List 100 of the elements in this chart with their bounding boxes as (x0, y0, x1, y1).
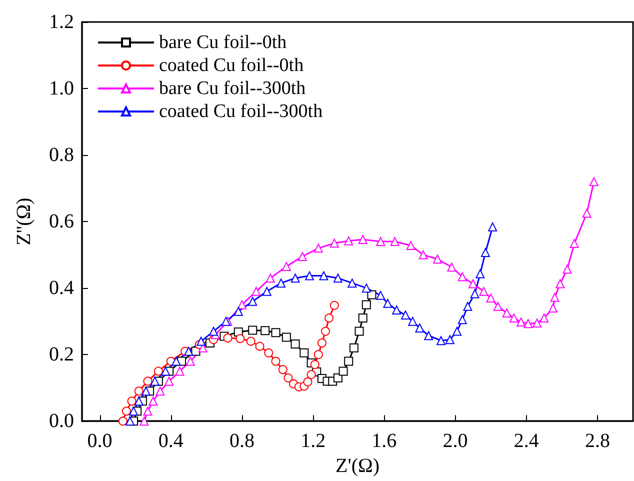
point (154, 366, 163, 376)
point (317, 338, 326, 348)
point (262, 286, 272, 296)
point (362, 300, 371, 310)
point (509, 314, 518, 322)
point (556, 279, 565, 288)
point (458, 315, 467, 324)
point (502, 308, 512, 318)
point (390, 237, 400, 246)
point (134, 386, 144, 396)
point (248, 296, 258, 306)
point (436, 336, 446, 346)
point (276, 278, 286, 288)
point (349, 343, 358, 352)
point (306, 370, 316, 380)
legend-label: bare Cu foil--0th (159, 32, 288, 53)
point (408, 316, 418, 326)
point (516, 317, 526, 326)
point (486, 294, 496, 303)
y-tick-label: 0.6 (49, 210, 74, 233)
point (164, 376, 174, 386)
point (344, 356, 354, 366)
point (260, 326, 270, 336)
point (172, 356, 181, 366)
point (447, 262, 456, 272)
y-tick-label: 0.0 (49, 410, 74, 432)
point (264, 348, 274, 358)
x-tick-label: 2.0 (442, 430, 468, 452)
point (548, 304, 558, 313)
x-tick-label: 2.4 (514, 430, 539, 452)
point (266, 274, 275, 283)
x-axis-title: Z'(Ω) (335, 455, 380, 477)
point (125, 416, 134, 426)
point (196, 336, 206, 346)
point (480, 248, 490, 257)
x-tick-label: 0.8 (229, 430, 254, 452)
point (255, 342, 264, 351)
legend-label: coated Cu foil--300th (159, 101, 324, 122)
point (150, 376, 160, 386)
y-tick-label: 0.2 (49, 344, 74, 366)
point (134, 396, 144, 406)
point (209, 326, 218, 336)
point (383, 298, 392, 308)
point (445, 335, 454, 344)
point (321, 326, 330, 336)
point (223, 333, 232, 342)
point (143, 406, 152, 416)
point (354, 326, 364, 336)
point (122, 406, 131, 416)
y-tick-label: 0.8 (49, 144, 74, 166)
legend-label: coated Cu foil--0th (159, 55, 304, 76)
point (582, 208, 592, 218)
point (234, 306, 243, 316)
point (278, 365, 288, 374)
point (524, 319, 533, 328)
point (362, 284, 371, 293)
point (333, 274, 342, 283)
point (186, 356, 195, 366)
point (156, 386, 165, 396)
point (358, 314, 368, 322)
point (338, 366, 348, 376)
y-axis-title: Z''(Ω) (13, 198, 35, 246)
point (562, 264, 572, 274)
point (129, 406, 138, 416)
point (392, 306, 402, 315)
point (452, 326, 462, 336)
point (348, 278, 357, 288)
point (290, 339, 300, 348)
point (550, 292, 560, 302)
point (300, 348, 309, 358)
point (314, 244, 323, 253)
point (282, 332, 291, 342)
point (344, 236, 354, 246)
point (175, 366, 184, 376)
point (376, 290, 386, 300)
point (333, 373, 342, 382)
point (236, 334, 245, 344)
y-tick-label: 1.0 (49, 78, 74, 100)
point (141, 386, 150, 396)
point (330, 300, 339, 310)
point (532, 318, 542, 328)
point (468, 279, 478, 288)
point (237, 300, 246, 310)
point (140, 416, 149, 426)
point (479, 286, 488, 296)
point (330, 238, 339, 248)
point (184, 346, 194, 356)
point (415, 323, 424, 332)
x-tick-label: 1.6 (372, 430, 397, 452)
point (376, 237, 386, 246)
point (246, 336, 256, 346)
x-tick-label: 0.0 (87, 430, 112, 452)
x-tick-label: 0.4 (158, 430, 184, 452)
point (118, 416, 128, 426)
point (358, 235, 368, 244)
point (406, 240, 416, 250)
point (570, 239, 579, 248)
point (305, 271, 314, 280)
point (298, 252, 307, 261)
y-tick-label: 1.2 (49, 11, 74, 33)
